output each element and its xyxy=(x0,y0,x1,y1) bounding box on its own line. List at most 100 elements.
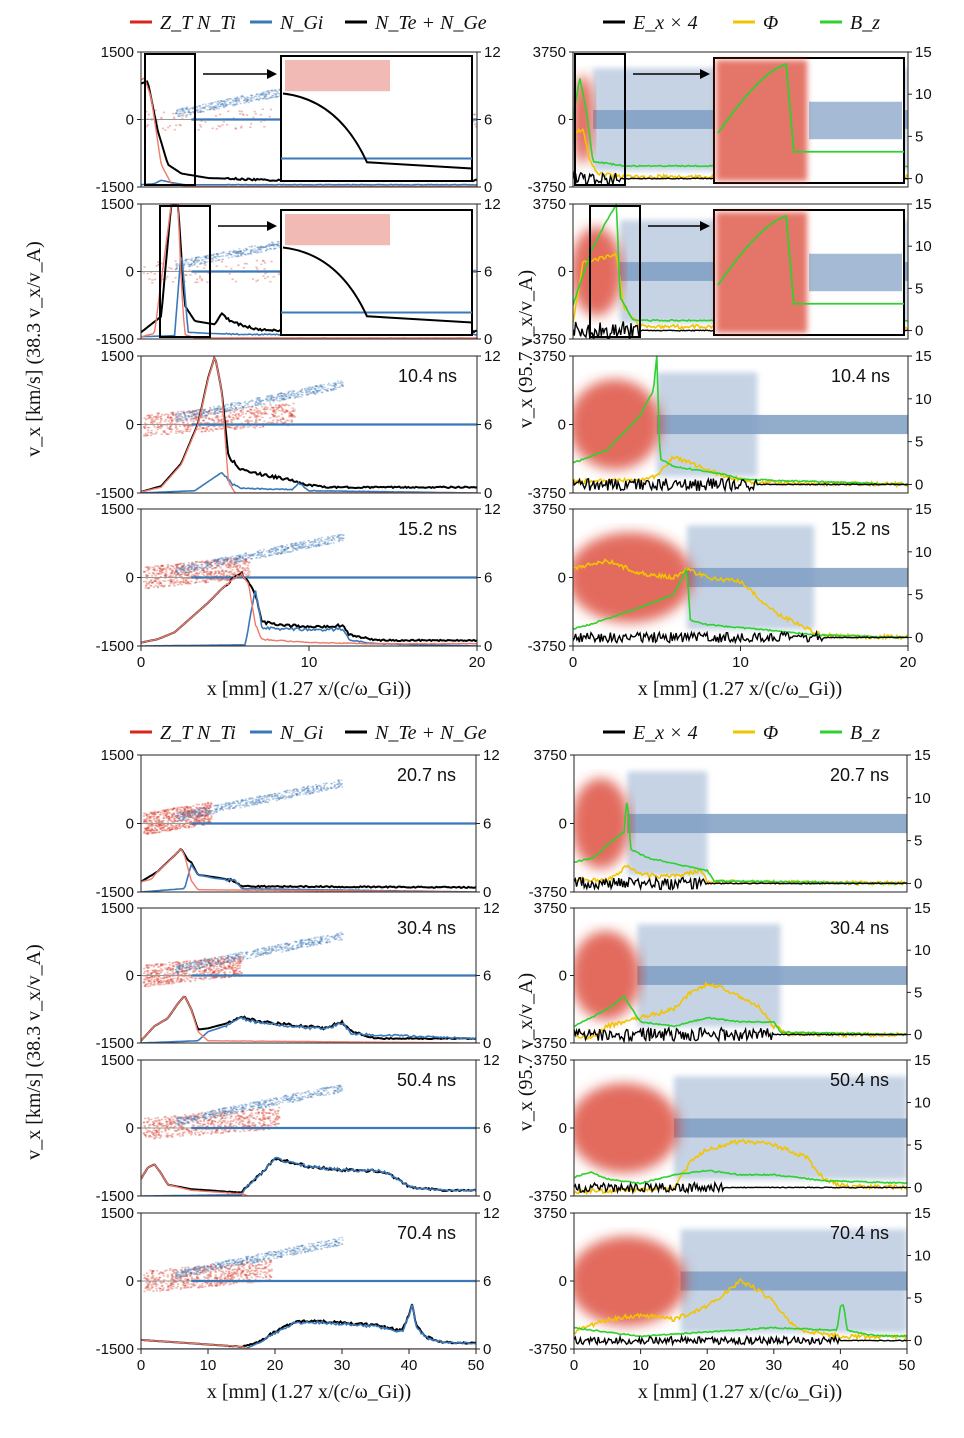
phase-point-gas xyxy=(235,252,238,255)
phase-point-gas xyxy=(228,252,231,255)
phase-point-target xyxy=(179,562,182,565)
phase-point-target xyxy=(177,563,180,565)
phase-point-target xyxy=(144,828,147,831)
phase-point-gas xyxy=(274,547,277,549)
phase-point-target xyxy=(194,417,197,419)
phase-point-target xyxy=(193,414,196,417)
phase-point-gas xyxy=(184,565,187,568)
phase-point-gas xyxy=(269,248,272,250)
legend-label: Φ xyxy=(763,12,778,34)
phase-point-target xyxy=(234,127,237,129)
phase-point-target xyxy=(272,411,275,413)
phase-point-target xyxy=(198,428,201,430)
phase-point-gas xyxy=(217,103,220,106)
phase-point-gas xyxy=(289,551,292,553)
phase-point-target xyxy=(172,583,176,585)
phase-point-gas xyxy=(271,395,274,398)
phase-point-target xyxy=(235,427,238,430)
phase-point-target xyxy=(155,431,158,433)
phase-point-gas xyxy=(250,557,253,560)
phase-point-gas xyxy=(270,96,273,98)
phase-point-target xyxy=(177,430,180,432)
phase-point-target xyxy=(270,413,274,415)
phase-point-gas xyxy=(226,409,229,412)
phase-point-target xyxy=(171,813,174,815)
phase-point-gas xyxy=(321,391,324,394)
phase-point-gas xyxy=(267,248,270,251)
phase-point-gas xyxy=(212,106,215,108)
phase-point-target xyxy=(177,572,180,575)
phase-point-gas xyxy=(209,102,212,104)
phase-point-gas xyxy=(245,554,248,557)
phase-point-gas xyxy=(200,110,203,113)
phase-point-gas xyxy=(307,547,310,549)
phase-point-target xyxy=(158,567,162,569)
phase-point-target xyxy=(184,414,187,417)
phase-point-target xyxy=(178,431,181,433)
phase-point-gas xyxy=(265,249,268,251)
phase-point-gas xyxy=(326,543,329,545)
phase-point-target xyxy=(210,816,213,818)
phase-point-target xyxy=(208,410,211,413)
phase-point-gas xyxy=(277,242,280,245)
phase-point-target xyxy=(147,426,151,429)
phase-point-target xyxy=(147,581,150,584)
phase-point-target xyxy=(157,819,161,822)
phase-point-gas xyxy=(272,549,275,551)
y-tick-label: 0 xyxy=(126,417,134,434)
phase-point-target xyxy=(228,416,231,418)
phase-point-target xyxy=(281,416,284,419)
phase-point-target xyxy=(219,578,223,580)
phase-point-gas xyxy=(205,105,208,107)
phase-point-target xyxy=(167,815,171,818)
phase-point-target xyxy=(179,581,182,583)
phase-point-target xyxy=(206,281,209,284)
phase-point-target xyxy=(250,409,253,411)
phase-point-gas xyxy=(219,563,222,565)
y2-tick-label: 15 xyxy=(915,501,932,518)
phase-point-target xyxy=(290,413,293,415)
phase-point-target xyxy=(547,120,549,122)
legend-label: N_Gi xyxy=(279,722,323,744)
phase-point-target xyxy=(210,565,213,567)
phase-point-gas xyxy=(333,384,336,386)
phase-point-target xyxy=(941,270,943,272)
phase-point-gas xyxy=(270,244,273,247)
phase-point-target xyxy=(203,580,206,582)
phase-point-gas xyxy=(215,107,218,110)
phase-point-target xyxy=(158,820,162,823)
phase-point-gas xyxy=(201,110,204,113)
phase-point-gas xyxy=(310,386,313,389)
phase-point-gas xyxy=(228,103,231,105)
phase-point-gas xyxy=(234,252,237,254)
phase-point-target xyxy=(205,573,208,575)
phase-point-gas xyxy=(336,536,339,538)
phase-point-gas xyxy=(265,95,268,97)
phase-point-gas xyxy=(217,407,220,410)
phase-point-target xyxy=(214,572,218,574)
phase-point-gas xyxy=(200,111,203,113)
phase-point-gas xyxy=(326,537,329,539)
phase-point-gas xyxy=(217,564,220,567)
phase-point-target xyxy=(222,575,225,577)
phase-point-gas xyxy=(326,390,329,392)
phase-point-gas xyxy=(200,262,203,265)
phase-point-target xyxy=(188,810,191,813)
phase-point-gas xyxy=(245,248,248,251)
phase-point-target xyxy=(158,810,161,813)
phase-point-target xyxy=(194,819,197,821)
phase-point-target xyxy=(197,411,200,414)
phase-point-gas xyxy=(221,557,224,559)
phase-point-gas xyxy=(214,255,217,258)
phase-point-target xyxy=(935,116,937,118)
phase-point-gas xyxy=(213,107,216,109)
phase-point-target xyxy=(156,428,159,431)
phase-point-target xyxy=(214,115,218,117)
phase-point-target xyxy=(186,426,189,428)
phase-point-target xyxy=(164,829,167,832)
phase-point-gas xyxy=(217,558,220,561)
phase-point-target xyxy=(262,408,265,411)
phase-point-target xyxy=(151,581,154,584)
